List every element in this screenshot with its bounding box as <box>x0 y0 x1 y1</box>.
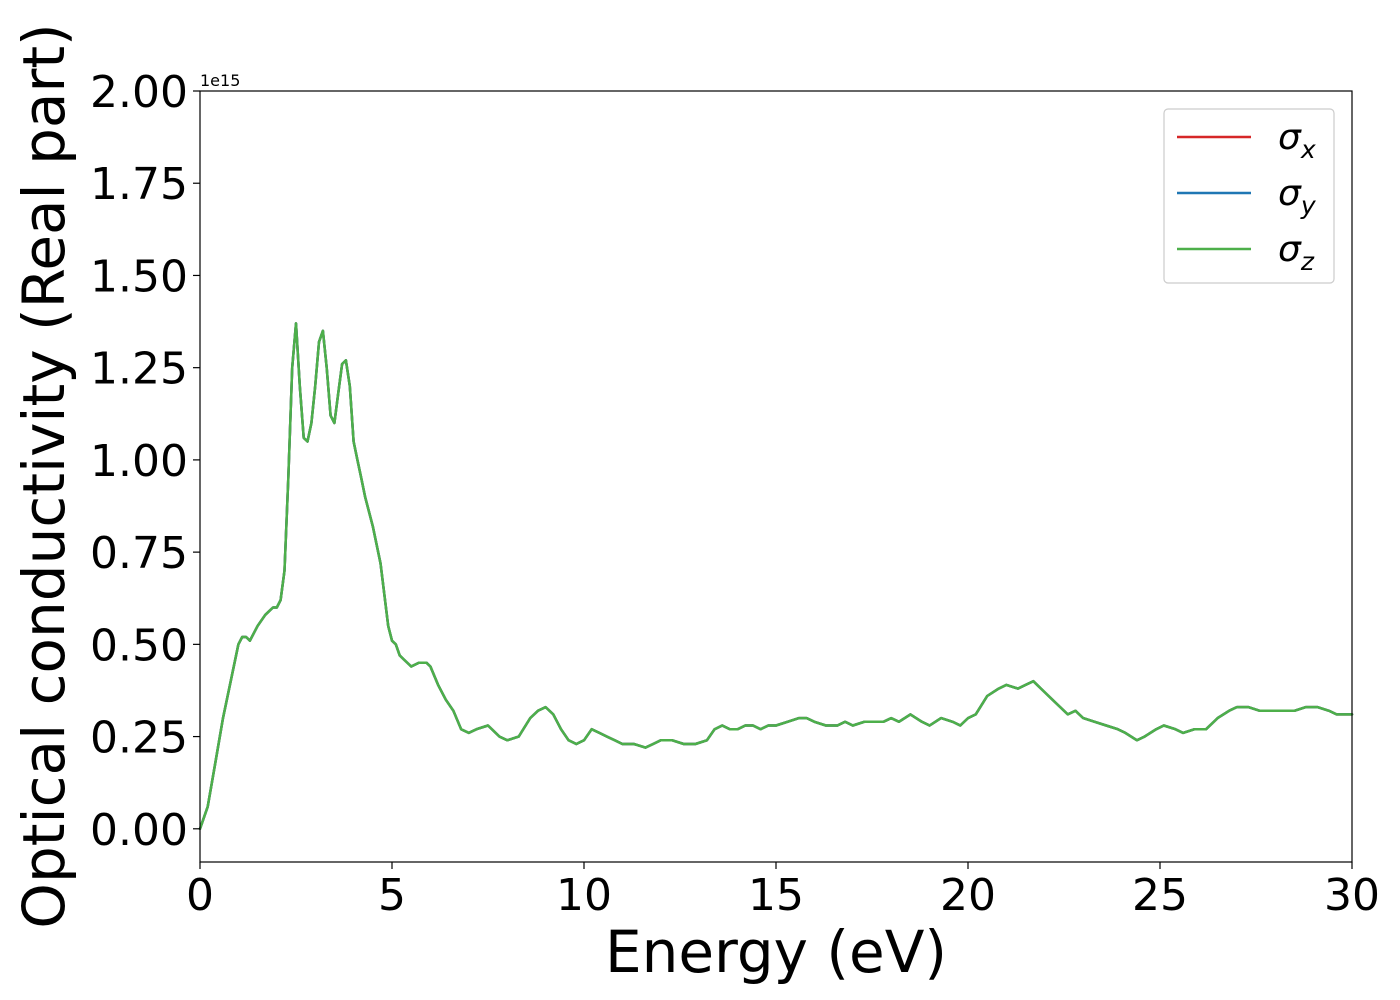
y-tick-label: 0.75 <box>90 528 188 579</box>
y-axis-offset-text: 1e15 <box>200 71 240 90</box>
legend-label-symbol: σ <box>1278 229 1302 270</box>
x-tick-label: 25 <box>1132 870 1188 921</box>
x-tick-label: 0 <box>186 870 214 921</box>
y-tick-label: 1.25 <box>90 344 188 395</box>
legend-frame <box>1163 108 1335 284</box>
legend-label-subscript: y <box>1300 191 1317 220</box>
y-tick-label: 0.50 <box>90 620 188 671</box>
x-axis-ticks: 0 5 10 15 20 25 30 <box>186 862 1380 921</box>
legend-label-sigma-x: σx <box>1278 117 1316 164</box>
legend-label-subscript: z <box>1300 247 1315 276</box>
legend-label-sigma-y: σy <box>1278 173 1317 220</box>
x-axis-label: Energy (eV) <box>605 918 947 986</box>
legend-label-subscript: x <box>1300 135 1316 164</box>
y-tick-label: 1.00 <box>90 436 188 487</box>
y-axis-label: Optical conductivity (Real part) <box>10 23 78 928</box>
y-tick-label: 2.00 <box>90 67 188 118</box>
x-tick-label: 10 <box>556 870 612 921</box>
x-tick-label: 20 <box>940 870 996 921</box>
y-tick-label: 1.50 <box>90 251 188 302</box>
x-tick-label: 30 <box>1324 870 1380 921</box>
series-group <box>198 322 1354 831</box>
y-axis-ticks: 0.00 0.25 0.50 0.75 1.00 1.25 1.50 1.75 2.00 <box>90 67 200 856</box>
x-tick-label: 5 <box>378 870 406 921</box>
y-tick-label: 0.00 <box>90 805 188 856</box>
legend-label-symbol: σ <box>1278 173 1302 214</box>
legend-label-symbol: σ <box>1278 117 1302 158</box>
series-line-sigma-z <box>198 322 1354 831</box>
y-tick-label: 1.75 <box>90 159 188 210</box>
x-tick-label: 15 <box>748 870 804 921</box>
legend-label-sigma-z: σz <box>1278 229 1315 276</box>
y-tick-label: 0.25 <box>90 713 188 764</box>
